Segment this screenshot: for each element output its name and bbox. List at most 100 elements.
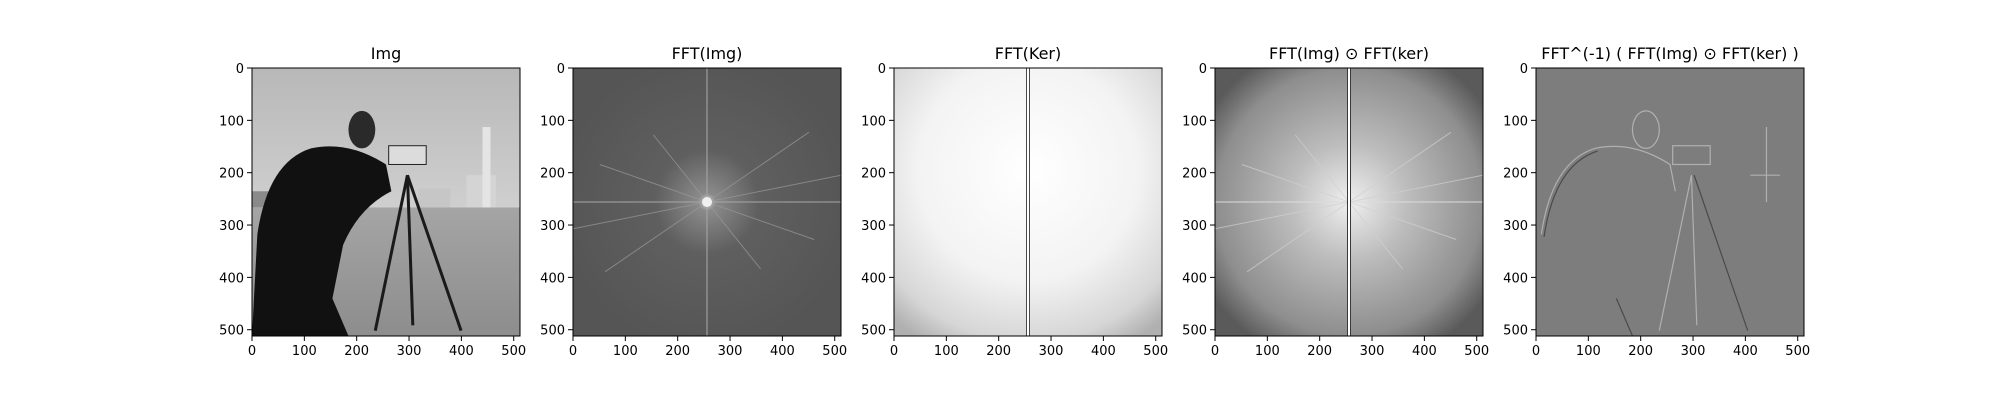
x-tick-label: 200 — [1628, 344, 1653, 359]
x-tick-label: 0 — [1211, 344, 1219, 359]
person-body — [252, 146, 392, 336]
y-tick-label: 100 — [540, 114, 565, 129]
x-tick-label: 500 — [1143, 344, 1168, 359]
y-tick-label: 500 — [1182, 324, 1207, 339]
y-tick-label: 400 — [219, 271, 244, 286]
y-tick-label: 0 — [1520, 62, 1528, 77]
x-tick-label: 100 — [292, 344, 317, 359]
y-tick-label: 100 — [219, 114, 244, 129]
y-tick-label: 300 — [861, 219, 886, 234]
y-tick-label: 500 — [540, 324, 565, 339]
edge-person-outline — [1543, 150, 1598, 237]
y-tick-label: 500 — [1503, 324, 1528, 339]
subplot-title: FFT(Img) — [672, 44, 743, 63]
subplot: FFT(Img) ⊙ FFT(ker) 0 100 200 300 400 500 0 100 2… — [1182, 44, 1489, 359]
y-tick-label: 200 — [1503, 167, 1528, 182]
y-tick-label: 300 — [540, 219, 565, 234]
y-tick-label: 200 — [1182, 167, 1207, 182]
y-tick-label: 500 — [219, 324, 244, 339]
x-tick-label: 400 — [449, 344, 474, 359]
y-tick-label: 100 — [1503, 114, 1528, 129]
edge-head-outline — [1631, 110, 1660, 149]
axes-frame — [251, 67, 521, 337]
x-tick-label: 500 — [501, 344, 526, 359]
y-tick-label: 300 — [1182, 219, 1207, 234]
x-tick-label: 400 — [1091, 344, 1116, 359]
image-plot — [894, 68, 1162, 336]
camera — [388, 145, 427, 165]
x-tick-label: 300 — [1039, 344, 1064, 359]
y-tick-label: 0 — [557, 62, 565, 77]
x-tick-label: 100 — [934, 344, 959, 359]
edge-person-outline — [1615, 298, 1634, 336]
x-tick-label: 300 — [1681, 344, 1706, 359]
building — [418, 188, 451, 208]
y-tick-label: 200 — [219, 167, 244, 182]
x-tick-label: 200 — [344, 344, 369, 359]
x-tick-label: 400 — [770, 344, 795, 359]
image-plot — [1536, 68, 1804, 336]
x-tick-label: 200 — [665, 344, 690, 359]
building — [466, 175, 496, 208]
y-tick-label: 200 — [540, 167, 565, 182]
x-tick-label: 500 — [1785, 344, 1810, 359]
subplot: Img 0 100 200 300 400 500 0 100 200 300 400 500 — [219, 44, 526, 359]
x-tick-label: 300 — [718, 344, 743, 359]
x-tick-label: 0 — [890, 344, 898, 359]
y-tick-label: 100 — [861, 114, 886, 129]
y-tick-label: 0 — [1199, 62, 1207, 77]
image-plot — [573, 68, 841, 336]
axes-frame — [893, 67, 1163, 337]
x-tick-label: 100 — [1255, 344, 1280, 359]
x-tick-label: 400 — [1733, 344, 1758, 359]
dc-peak — [702, 197, 712, 207]
edge-map-background — [1536, 68, 1804, 336]
image-plot — [252, 68, 520, 336]
edge-tripod-leg — [1658, 175, 1693, 331]
axes-frame — [572, 67, 842, 337]
image-plot — [1215, 68, 1483, 336]
edge-camera-outline — [1672, 145, 1711, 166]
y-tick-label: 500 — [861, 324, 886, 339]
edge-tripod-leg — [1693, 175, 1749, 331]
y-tick-label: 300 — [219, 219, 244, 234]
y-tick-label: 400 — [1182, 271, 1207, 286]
x-tick-label: 100 — [1576, 344, 1601, 359]
edge-person-outline — [1540, 145, 1676, 235]
y-tick-label: 400 — [540, 271, 565, 286]
tripod-leg — [373, 174, 409, 331]
tripod-leg — [405, 175, 415, 326]
person-head — [348, 110, 376, 149]
x-tick-label: 0 — [569, 344, 577, 359]
edge-tripod-leg — [1690, 175, 1698, 326]
y-tick-label: 400 — [1503, 271, 1528, 286]
subplot-title: FFT(Img) ⊙ FFT(ker) — [1269, 44, 1429, 63]
subplot-title: FFT(Ker) — [995, 44, 1062, 63]
x-tick-label: 500 — [1464, 344, 1489, 359]
x-tick-label: 0 — [1532, 344, 1540, 359]
y-tick-label: 200 — [861, 167, 886, 182]
x-tick-label: 100 — [613, 344, 638, 359]
x-tick-label: 500 — [822, 344, 847, 359]
tripod-leg — [406, 174, 463, 332]
x-tick-label: 300 — [397, 344, 422, 359]
subplot: FFT^(-1) ( FFT(Img) ⊙ FFT(ker) ) 0 100 200 3… — [1503, 44, 1810, 359]
axes-frame — [1535, 67, 1805, 337]
y-tick-label: 0 — [878, 62, 886, 77]
subplot: FFT(Img) 0 100 200 300 400 500 0 100 200 300 400 500 — [540, 44, 847, 359]
y-tick-label: 0 — [236, 62, 244, 77]
subplot-title: FFT^(-1) ( FFT(Img) ⊙ FFT(ker) ) — [1541, 44, 1798, 63]
subplot: FFT(Ker) 0 100 200 300 400 500 0 100 200 300 400 500 — [861, 44, 1168, 359]
x-tick-label: 300 — [1360, 344, 1385, 359]
y-tick-label: 100 — [1182, 114, 1207, 129]
subplot-title: Img — [371, 44, 401, 63]
y-tick-label: 300 — [1503, 219, 1528, 234]
x-tick-label: 0 — [248, 344, 256, 359]
x-tick-label: 200 — [1307, 344, 1332, 359]
x-tick-label: 400 — [1412, 344, 1437, 359]
x-tick-label: 200 — [986, 344, 1011, 359]
tower — [482, 126, 491, 208]
axes-frame — [1214, 67, 1484, 337]
y-tick-label: 400 — [861, 271, 886, 286]
